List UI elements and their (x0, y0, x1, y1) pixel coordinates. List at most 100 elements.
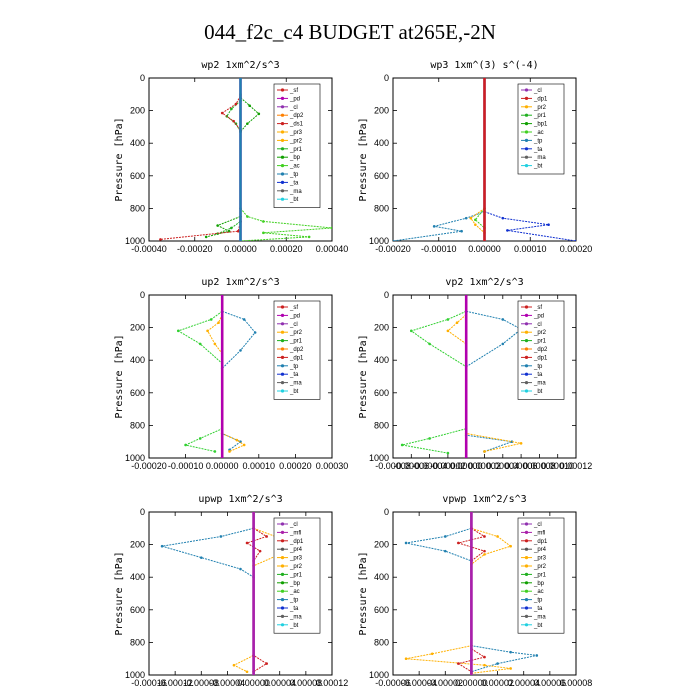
panel-6: vpwp 1xm^2/s^3 Pressure [hPa] 0 200 400 600 80… (358, 494, 592, 688)
series-point (430, 652, 434, 656)
series-point (220, 111, 224, 115)
x-tick-label: 0.00000 (237, 678, 270, 688)
legend-marker (280, 389, 285, 393)
x-tick-label: 0.00040 (316, 244, 349, 254)
y-tick-label: 1000 (125, 670, 145, 680)
legend-marker (280, 347, 285, 351)
x-tick-label: 0.00008 (560, 678, 593, 688)
legend-marker (524, 556, 529, 560)
legend-entry: _bp (289, 155, 301, 161)
legend-marker (524, 105, 529, 109)
legend-box (273, 83, 321, 208)
series-point (428, 437, 431, 440)
legend-marker (280, 313, 285, 317)
legend-entry: _dp1 (289, 539, 304, 545)
panel-1: wp2 1xm^2/s^3 Pressure [hPa] 0 200 400 600 800… (114, 60, 348, 254)
panel-3: up2 1xm^2/s^3 Pressure [hPa] 0 200 400 600 800… (114, 277, 348, 471)
series-point (535, 654, 539, 657)
series-point (446, 318, 450, 321)
panel-title: up2 1xm^2/s^3 (201, 277, 279, 288)
legend-marker (524, 147, 529, 151)
legend-entry: _tp (289, 598, 299, 604)
series-point (574, 239, 576, 241)
legend-marker (280, 556, 285, 560)
legend-marker (280, 355, 285, 359)
series-point (483, 549, 486, 553)
legend-marker (280, 155, 285, 159)
legend-entry: _dp1 (289, 355, 304, 361)
legend-marker (524, 572, 529, 577)
series-point (239, 239, 242, 241)
y-tick-label: 200 (374, 323, 389, 333)
x-tick-label: 0.00020 (279, 461, 312, 471)
series-line-ac (474, 208, 485, 229)
x-tick-label: -0.00020 (177, 244, 213, 254)
legend-entry: _dp2 (289, 347, 304, 353)
series-point (400, 443, 404, 447)
series-line-tp (465, 310, 523, 452)
y-tick-label: 0 (384, 507, 389, 517)
y-tick-label: 0 (140, 507, 145, 517)
y-tick-label: 800 (130, 203, 145, 213)
series-point (483, 553, 486, 556)
series-point (457, 662, 460, 665)
x-tick-label: 0.00012 (560, 461, 593, 471)
series-point (455, 321, 459, 325)
series-point (470, 512, 473, 514)
series-point (501, 318, 505, 321)
x-tick-label: 0.00006 (534, 678, 567, 688)
legend-entry: _pr2 (289, 330, 303, 336)
panel-4: vp2 1xm^2/s^3 Pressure [hPa] 0 200 400 600 800… (358, 277, 592, 471)
series-point (265, 662, 268, 665)
legend-marker (280, 614, 285, 619)
y-tick-label: 200 (130, 323, 145, 333)
legend-marker (280, 381, 285, 385)
series-point (220, 295, 224, 297)
legend-entry: _cl (289, 105, 298, 111)
legend-marker (280, 522, 285, 526)
series-group (393, 78, 576, 241)
legend-marker (524, 564, 529, 568)
y-tick-label: 800 (130, 637, 145, 647)
series-point (252, 673, 255, 675)
series-point (213, 342, 217, 346)
series-point (160, 544, 164, 548)
series-point (330, 226, 332, 230)
x-tick-label: -0.00020 (375, 244, 411, 254)
series-point (198, 342, 202, 346)
y-tick-label: 0 (384, 290, 389, 300)
legend-entry: _ac (289, 164, 300, 170)
x-tick-label: 0.00004 (507, 678, 540, 688)
legend-entry: _bp (289, 581, 301, 587)
legend-marker (280, 189, 285, 193)
legend-marker (280, 539, 285, 543)
y-axis-label: Pressure [hPa] (114, 334, 125, 418)
legend-entry: _bp1 (533, 122, 548, 128)
legend-entry: _bt (533, 623, 543, 629)
series-point (258, 549, 262, 553)
series-point (262, 220, 265, 223)
series-point (209, 318, 213, 321)
series-point (483, 239, 486, 241)
x-tick-label: 0.00030 (316, 461, 349, 471)
legend-entry: _ma (533, 155, 546, 161)
series-point (265, 535, 268, 538)
legend-marker (524, 389, 529, 393)
legend-entry: _ta (289, 372, 299, 378)
series-point (496, 535, 499, 538)
x-tick-label: -0.00010 (421, 244, 457, 254)
y-tick-label: 600 (374, 171, 389, 181)
series-line-tp (221, 310, 256, 451)
series-point (483, 655, 486, 659)
legend-entry: _sf (533, 305, 542, 311)
series-point (457, 541, 460, 545)
y-tick-label: 1000 (369, 670, 389, 680)
x-tick-label: 0.00006 (505, 461, 538, 471)
y-tick-label: 600 (374, 605, 389, 615)
series-point (242, 318, 246, 321)
legend-entry: _bp (533, 581, 545, 587)
legend-marker (524, 530, 529, 535)
legend-marker (280, 322, 285, 326)
legend-entry: _cl (533, 522, 542, 528)
